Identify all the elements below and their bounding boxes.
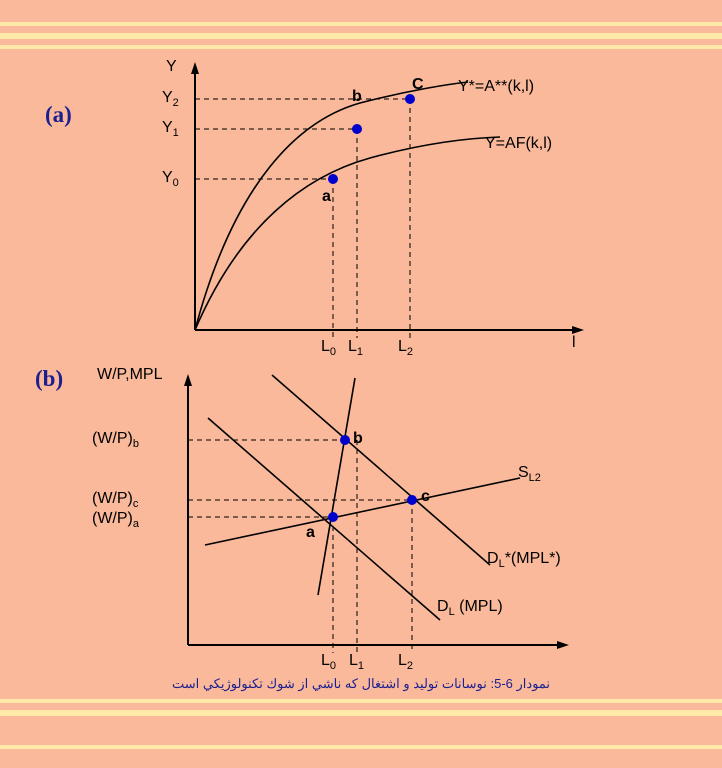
panel-b-demand-star-label-base: D <box>487 550 499 567</box>
panel-a-y-axis-label: Y <box>166 58 177 75</box>
panel-a-point-b-label: b <box>352 88 362 105</box>
panel-b-x-arrow <box>557 641 569 649</box>
panel-b-point-b <box>340 435 350 445</box>
panel-a-xtick-l0: L0 <box>321 338 336 358</box>
panel-a-ytick-y2: Y2 <box>162 89 179 109</box>
panel-b-point-a <box>328 512 338 522</box>
panel-b-point-b-label: b <box>353 430 363 447</box>
panel-a-y-arrow <box>191 62 199 74</box>
decorative-stripe-6 <box>0 745 722 749</box>
panel-b-graph <box>184 374 569 653</box>
panel-a-lower-curve <box>194 136 501 331</box>
panel-b-xtick-l0: L0 <box>321 652 336 672</box>
decorative-stripe-5 <box>0 710 722 716</box>
panel-b-demand-star-curve-label: DL*(MPL*) <box>487 550 561 570</box>
panel-b-ytick-wpa-sub: a <box>132 518 139 531</box>
panel-a-graph <box>191 62 584 338</box>
panel-b-ytick-wpb-sub: b <box>132 438 139 451</box>
panel-b-point-a-label: a <box>306 524 315 541</box>
panel-a-ytick-y1-sub: 1 <box>172 127 179 140</box>
panel-b-demand-label-tail: (MPL) <box>454 598 503 615</box>
panel-a-ytick-y2-base: Y <box>162 89 173 106</box>
panel-b-demand-star-label-tail: *(MPL*) <box>504 550 561 567</box>
decorative-stripe-1 <box>0 22 722 26</box>
panel-a-xtick-l1-sub: 1 <box>356 346 364 359</box>
panel-a-xtick-l2-base: L <box>398 338 407 355</box>
figure-caption: نمودار 6-5: نوسانات توليد و اشتغال كه نا… <box>171 676 551 691</box>
panel-b-demand-star-curve <box>271 374 491 566</box>
panel-a-point-a-label: a <box>322 188 331 205</box>
panel-a-point-b <box>352 124 362 134</box>
panel-a-x-arrow <box>572 326 584 334</box>
panel-b-xtick-l2: L2 <box>398 652 413 672</box>
panel-b-demand-star-label-sub: L <box>498 558 505 571</box>
panel-a-xtick-l2-sub: 2 <box>406 346 414 359</box>
panel-a-xtick-l0-base: L <box>321 338 330 355</box>
panel-b-ytick-wpa: (W/P)a <box>92 510 139 530</box>
panel-b-demand-curve <box>207 417 441 621</box>
panel-a-xtick-l1-base: L <box>348 338 357 355</box>
panel-b-supply-curve-label-base: S <box>518 464 529 481</box>
panel-b-ytick-wpc: (W/P)c <box>92 490 138 510</box>
panel-b-y-axis-label: W/P,MPL <box>97 366 163 383</box>
panel-b-supply-curve-label-sub: L2 <box>528 472 541 485</box>
decorative-stripe-3 <box>0 45 722 49</box>
panel-a-xtick-l0-sub: 0 <box>329 346 337 359</box>
panel-b-xtick-l1: L1 <box>349 652 364 672</box>
panel-b-point-c <box>407 495 417 505</box>
panel-a-ytick-y0-base: Y <box>162 169 173 186</box>
panel-b-ytick-wpc-sub: c <box>132 498 139 511</box>
panel-b-xtick-l0-base: L <box>321 652 330 669</box>
panel-a-upper-curve <box>194 81 469 331</box>
panel-a-ytick-y0-sub: 0 <box>172 177 179 190</box>
panel-a-ytick-y1-base: Y <box>162 119 173 136</box>
panel-a-upper-curve-label: Y*=A**(k,l) <box>458 78 535 95</box>
panel-a-point-a <box>328 174 338 184</box>
panel-a-point-c <box>405 94 415 104</box>
panel-b-ytick-wpa-base: (W/P) <box>92 510 133 527</box>
panel-a-x-axis-label: l <box>572 334 576 351</box>
panel-b-ytick-wpb-base: (W/P) <box>92 430 133 447</box>
panel-a-ytick-y2-sub: 2 <box>172 97 179 110</box>
panel-b-supply-curve <box>204 477 521 546</box>
panel-a-ytick-y1: Y1 <box>162 119 179 139</box>
panel-b-point-c-label: c <box>421 488 430 505</box>
panel-b-y-arrow <box>184 374 192 386</box>
panel-b-demand-label-sub: L <box>448 606 455 619</box>
panel-b-demand-curve-label: DL (MPL) <box>437 598 503 618</box>
panel-b-vertical-supply-curve <box>317 377 356 596</box>
panel-a-letter: (a) <box>45 102 72 127</box>
panel-b-demand-label-base: D <box>437 598 449 615</box>
panel-a-xtick-l2: L2 <box>398 338 413 358</box>
panel-b-letter: (b) <box>35 366 64 391</box>
panel-b-ytick-wpb: (W/P)b <box>92 430 139 450</box>
panel-a-lower-curve-label: Y=AF(k,l) <box>485 135 553 152</box>
panel-b-xtick-l2-sub: 2 <box>406 660 414 673</box>
panel-b-xtick-l1-sub: 1 <box>357 660 365 673</box>
panel-a-ytick-y0: Y0 <box>162 169 179 189</box>
panel-b-xtick-l2-base: L <box>398 652 407 669</box>
panel-a-xtick-l1: L1 <box>348 338 363 358</box>
decorative-stripe-2 <box>0 33 722 39</box>
panel-a-point-c-label: C <box>412 76 424 93</box>
panel-b-xtick-l0-sub: 0 <box>329 660 337 673</box>
panel-b-supply-curve-label: SL2 <box>518 464 541 484</box>
panel-b-ytick-wpc-base: (W/P) <box>92 490 133 507</box>
decorative-stripe-4 <box>0 699 722 703</box>
panel-b-xtick-l1-base: L <box>349 652 358 669</box>
